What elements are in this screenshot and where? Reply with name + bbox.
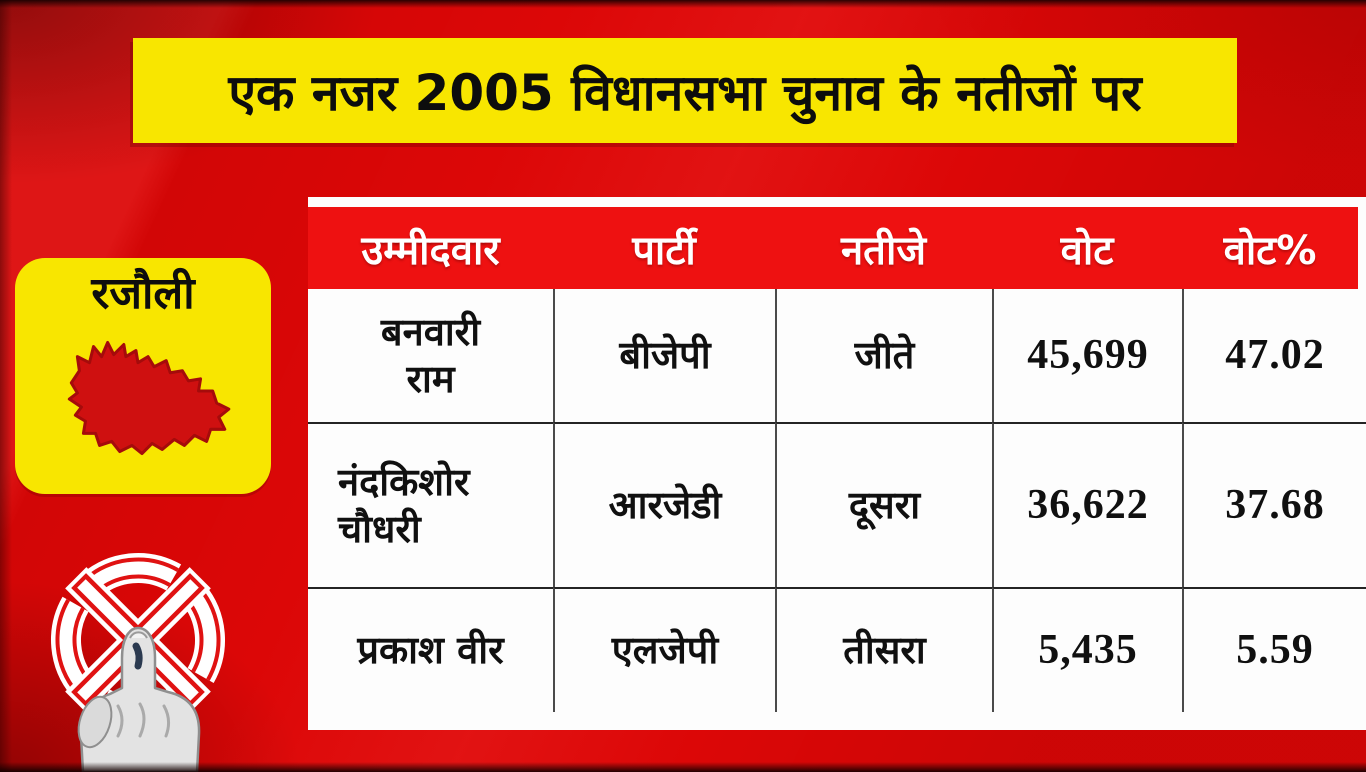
cell-vote-pct: 5.59 [1182, 587, 1366, 712]
inked-finger-hand-icon [77, 626, 201, 772]
results-table: उम्मीदवार पार्टी नतीजे वोट वोट% बनवारी र… [308, 197, 1366, 730]
cell-result: जीते [775, 289, 992, 422]
constituency-card: रजौली [15, 258, 271, 494]
cell-votes: 5,435 [992, 587, 1182, 712]
table-body: बनवारी राम बीजेपी जीते 45,699 47.02 नंदक… [308, 289, 1366, 712]
vote-stamp-symbol [18, 538, 258, 772]
cell-candidate: नंदकिशोर चौधरी [308, 422, 553, 587]
title-banner: एक नजर 2005 विधानसभा चुनाव के नतीजों पर [133, 38, 1237, 143]
col-header-vote-pct: वोट% [1223, 227, 1317, 274]
col-header-party: पार्टी [632, 227, 696, 274]
cell-vote-pct: 37.68 [1182, 422, 1366, 587]
table-header-row: उम्मीदवार पार्टी नतीजे वोट वोट% [308, 207, 1358, 289]
cell-result: दूसरा [775, 422, 992, 587]
cell-vote-pct: 47.02 [1182, 289, 1366, 422]
cell-party: आरजेडी [553, 422, 775, 587]
col-header-result: नतीजे [840, 227, 927, 274]
cell-party: बीजेपी [553, 289, 775, 422]
col-header-votes: वोट [1060, 227, 1114, 274]
cell-candidate: प्रकाश वीर [308, 587, 553, 712]
page-title: एक नजर 2005 विधानसभा चुनाव के नतीजों पर [228, 63, 1142, 122]
constituency-name: रजौली [91, 268, 195, 319]
state-map-icon [15, 320, 271, 472]
cell-votes: 45,699 [992, 289, 1182, 422]
cell-result: तीसरा [775, 587, 992, 712]
swastika-vote-stamp-icon [51, 553, 225, 772]
col-header-candidate: उम्मीदवार [361, 227, 500, 274]
cell-votes: 36,622 [992, 422, 1182, 587]
cell-party: एलजेपी [553, 587, 775, 712]
cell-candidate: बनवारी राम [380, 310, 481, 401]
